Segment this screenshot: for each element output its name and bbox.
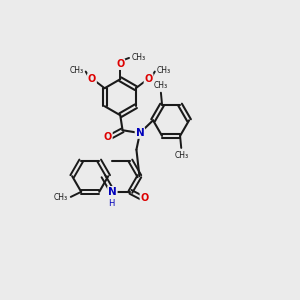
Text: O: O xyxy=(104,132,112,142)
Text: O: O xyxy=(140,193,148,202)
Text: O: O xyxy=(88,74,96,84)
Text: N: N xyxy=(108,187,117,197)
Text: N: N xyxy=(136,128,144,138)
Text: CH₃: CH₃ xyxy=(70,66,84,75)
Text: CH₃: CH₃ xyxy=(174,151,188,160)
Text: CH₃: CH₃ xyxy=(54,193,68,202)
Text: CH₃: CH₃ xyxy=(156,66,170,75)
Text: CH₃: CH₃ xyxy=(154,81,168,90)
Text: O: O xyxy=(144,74,153,84)
Text: H: H xyxy=(108,199,114,208)
Text: CH₃: CH₃ xyxy=(132,53,146,62)
Text: O: O xyxy=(116,59,124,69)
